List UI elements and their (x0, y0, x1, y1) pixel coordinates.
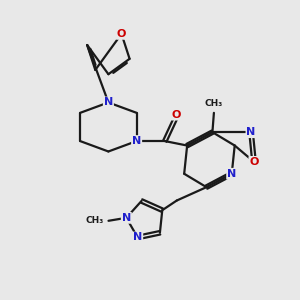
Text: CH₃: CH₃ (205, 99, 223, 108)
Text: N: N (104, 98, 113, 107)
Text: N: N (227, 169, 236, 179)
Text: N: N (132, 136, 141, 146)
Text: N: N (246, 127, 256, 137)
Text: N: N (133, 232, 142, 242)
Text: N: N (122, 213, 131, 223)
Text: O: O (117, 29, 126, 39)
Text: CH₃: CH₃ (86, 216, 104, 225)
Text: O: O (249, 157, 259, 167)
Text: O: O (172, 110, 181, 120)
